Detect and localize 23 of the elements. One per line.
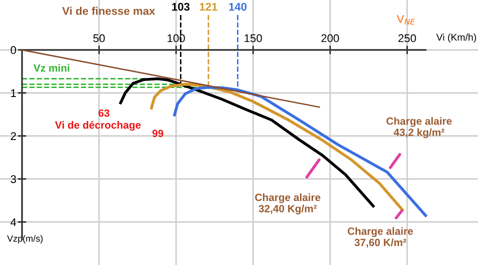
annotation: V$_{NE}$	[396, 15, 415, 25]
series-label: Charge alaire 37,60 K/m²	[348, 227, 413, 248]
annotation: 99	[152, 130, 164, 138]
y-tick-label: 2	[10, 132, 16, 140]
y-axis-title: Vzp(m/s)	[7, 235, 43, 244]
ref-line-label: 140	[229, 2, 247, 11]
ref-line-label: 103	[172, 2, 190, 11]
y-tick-label: 0	[10, 46, 16, 54]
x-tick-label: 150	[244, 34, 262, 42]
annotation: Vz mini	[34, 64, 70, 72]
x-tick-label: 200	[321, 34, 339, 42]
annotation: Vi de finesse max	[62, 6, 156, 15]
y-tick-label: 4	[10, 218, 16, 226]
text: Charge alaire 32,40 Kg/m²	[255, 193, 320, 214]
text: Charge alaire 43,2 kg/m²	[386, 117, 452, 138]
ref-line-label: 121	[200, 2, 218, 11]
x-tick-label: 50	[93, 34, 105, 42]
y-tick-label: 3	[10, 175, 16, 184]
x-tick-label: 250	[398, 34, 416, 42]
annotation: 63	[98, 109, 110, 117]
y-tick-label: 1	[11, 89, 16, 97]
annotation: Vi de décrochage	[55, 120, 141, 131]
x-axis-title: Vi (Km/h)	[436, 34, 476, 43]
